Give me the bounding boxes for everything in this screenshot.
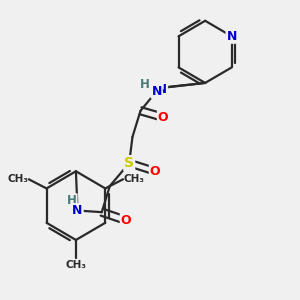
Text: CH₃: CH₃ xyxy=(65,260,86,270)
Text: H: H xyxy=(140,78,150,91)
Text: N: N xyxy=(226,30,237,43)
Text: O: O xyxy=(150,165,160,178)
Text: N: N xyxy=(72,204,83,217)
Text: N: N xyxy=(157,83,167,96)
Text: S: S xyxy=(124,156,134,170)
Text: CH₃: CH₃ xyxy=(7,174,28,184)
Text: CH₃: CH₃ xyxy=(124,174,145,184)
Text: O: O xyxy=(158,111,169,124)
Text: H: H xyxy=(67,194,77,207)
Text: H: H xyxy=(150,83,160,96)
Text: N: N xyxy=(152,85,162,98)
Text: O: O xyxy=(121,214,131,227)
